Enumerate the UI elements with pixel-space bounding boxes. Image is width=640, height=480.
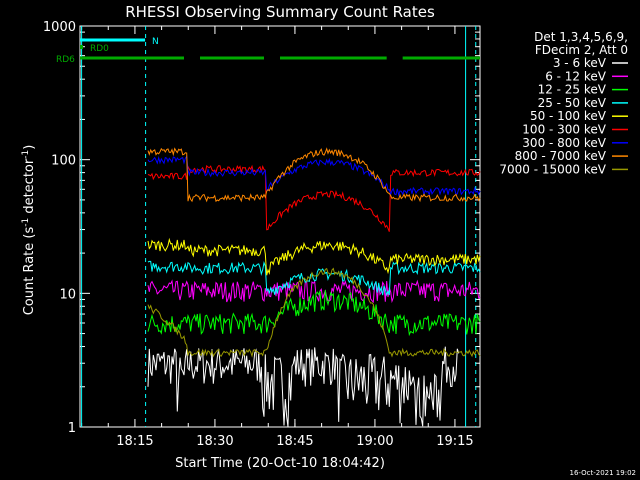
series-line-6 [147, 155, 481, 197]
series-line-5 [147, 164, 481, 232]
time-markers [81, 26, 477, 427]
series-line-3 [147, 260, 481, 297]
y-axis-label: Count Rate (s-1 detector-1) [21, 145, 37, 316]
flag-label: RD6 [56, 55, 75, 65]
legend: Det 1,3,4,5,6,9,FDecim 2, Att 03 - 6 keV… [499, 30, 628, 176]
legend-header: FDecim 2, Att 0 [535, 43, 628, 57]
footer-timestamp: 16-Oct-2021 19:02 [570, 469, 636, 477]
series-line-4 [147, 237, 481, 276]
plot-frame [79, 25, 481, 428]
flag-marker [80, 45, 83, 49]
legend-label: 25 - 50 keV [538, 96, 607, 110]
y-tick-label: 100 [51, 154, 76, 169]
flag-label: N [152, 37, 159, 47]
legend-label: 800 - 7000 keV [515, 149, 607, 163]
flag-label: RD0 [90, 44, 109, 54]
legend-label: 7000 - 15000 keV [499, 162, 606, 176]
series-line-0 [147, 346, 460, 427]
legend-label: 300 - 800 keV [522, 136, 606, 150]
legend-label: 12 - 25 keV [538, 83, 607, 97]
x-tick-label: 18:45 [276, 434, 313, 449]
series-line-2 [147, 290, 481, 337]
series-line-7 [147, 147, 481, 203]
flag-bars: N RD0 RD6 [56, 37, 480, 65]
y-tick-label: 10 [59, 287, 76, 302]
series-line-8 [147, 267, 481, 358]
y-tick-label: 1 [68, 421, 76, 436]
legend-label: 100 - 300 keV [522, 123, 606, 137]
x-axis-label: Start Time (20-Oct-10 18:04:42) [175, 456, 385, 471]
series-lines [147, 147, 481, 427]
legend-label: 6 - 12 keV [545, 69, 607, 83]
x-tick-label: 18:15 [116, 434, 153, 449]
y-tick-label: 1000 [43, 20, 76, 35]
x-tick-label: 18:30 [196, 434, 233, 449]
x-tick-label: 19:00 [356, 434, 393, 449]
series-line-1 [147, 279, 481, 304]
axis-ticks: 1 10 100 1000 18:15 18:30 18:45 19:00 19:15 [43, 20, 480, 449]
legend-header: Det 1,3,4,5,6,9, [534, 30, 628, 44]
legend-label: 3 - 6 keV [553, 56, 607, 70]
chart-title: RHESSI Observing Summary Count Rates [125, 3, 435, 21]
x-tick-label: 19:15 [436, 434, 473, 449]
legend-label: 50 - 100 keV [530, 109, 607, 123]
